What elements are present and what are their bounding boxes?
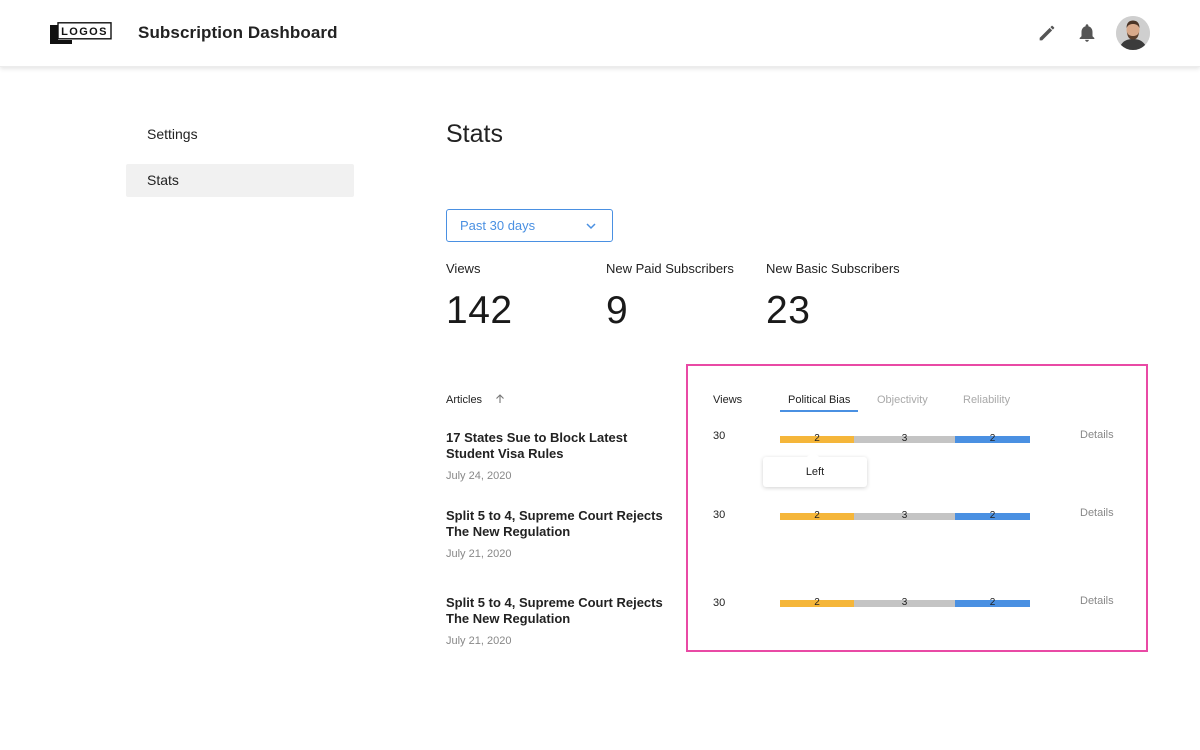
tab-political-bias[interactable]: Political Bias [780,394,859,412]
tooltip-text: Left [805,466,825,478]
table-row: Split 5 to 4, Supreme Court Rejects The … [446,595,676,647]
political-bias-bar[interactable]: 2 3 2 [780,597,1030,608]
page-title: Stats [446,120,503,148]
user-avatar[interactable] [1116,16,1150,50]
sidebar: Settings Stats [126,118,354,197]
highlight-box [686,364,1148,652]
bias-right-segment[interactable]: 2 [955,510,1030,521]
top-bar: LOGOS Subscription Dashboard [0,0,1200,67]
tab-objectivity[interactable]: Objectivity [877,394,928,406]
tab-reliability[interactable]: Reliability [963,394,1011,406]
arrow-up-icon [496,394,505,403]
stat-value: 9 [606,289,629,332]
logo-text: LOGOS [61,26,108,38]
stat-label: Views [446,261,481,276]
bias-left-segment[interactable]: 2 [780,510,854,521]
row-views-value: 30 [713,509,726,521]
stat-basic-subscribers: New Basic Subscribers 23 [766,261,900,333]
tooltip-caret [807,451,819,457]
stat-value: 23 [766,289,811,332]
article-title[interactable]: Split 5 to 4, Supreme Court Rejects The … [446,508,663,539]
bias-left-segment[interactable]: 2 [780,597,854,608]
stat-value: 142 [446,289,513,332]
bias-center-count: 3 [901,433,908,444]
bias-right-segment[interactable]: 2 [955,433,1030,444]
details-link[interactable]: Details [1080,595,1114,607]
stat-paid-subscribers: New Paid Subscribers 9 [606,261,734,333]
bias-left-count: 2 [814,597,820,608]
chevron-down-icon [586,223,596,230]
article-date: July 21, 2020 [446,548,512,560]
row-views-value: 30 [713,597,726,609]
article-title[interactable]: Split 5 to 4, Supreme Court Rejects The … [446,595,663,626]
table-row: Split 5 to 4, Supreme Court Rejects The … [446,508,676,560]
pencil-icon[interactable] [1036,22,1058,44]
bias-right-segment[interactable]: 2 [955,597,1030,608]
article-title[interactable]: 17 States Sue to Block Latest Student Vi… [446,430,628,461]
political-bias-bar[interactable]: 2 3 2 [780,510,1030,521]
bias-center-count: 3 [901,597,908,608]
bias-center-segment[interactable]: 3 [854,433,955,444]
bias-left-count: 2 [814,433,820,444]
political-bias-bar[interactable]: 2 3 2 [780,433,1030,444]
date-range-value: Past 30 days [460,218,536,233]
bias-tooltip: Left [763,451,867,487]
bias-center-count: 3 [901,510,908,521]
bias-right-count: 2 [989,597,996,608]
bias-left-segment[interactable]: 2 [780,433,854,444]
views-header: Views [713,394,743,406]
article-date: July 21, 2020 [446,635,512,647]
stat-label: New Paid Subscribers [606,261,734,276]
stat-views: Views 142 [446,261,513,333]
details-link[interactable]: Details [1080,507,1114,519]
bias-center-segment[interactable]: 3 [854,510,955,521]
logo[interactable]: LOGOS [50,22,112,46]
row-views-value: 30 [713,430,726,442]
articles-header-label: Articles [446,394,483,406]
details-link[interactable]: Details [1080,429,1114,441]
sidebar-item-settings[interactable]: Settings [147,126,198,142]
table-row: 17 States Sue to Block Latest Student Vi… [446,430,676,482]
bell-icon[interactable] [1076,22,1098,44]
app-title: Subscription Dashboard [138,23,338,42]
article-date: July 24, 2020 [446,470,512,482]
bias-center-segment[interactable]: 3 [854,597,955,608]
sidebar-item-stats[interactable]: Stats [126,164,354,197]
stat-label: New Basic Subscribers [766,261,900,276]
bias-left-count: 2 [814,510,820,521]
date-range-select[interactable]: Past 30 days [446,209,613,242]
bias-right-count: 2 [989,510,996,521]
bias-right-count: 2 [989,433,996,444]
articles-sort-header[interactable]: Articles [446,394,505,406]
